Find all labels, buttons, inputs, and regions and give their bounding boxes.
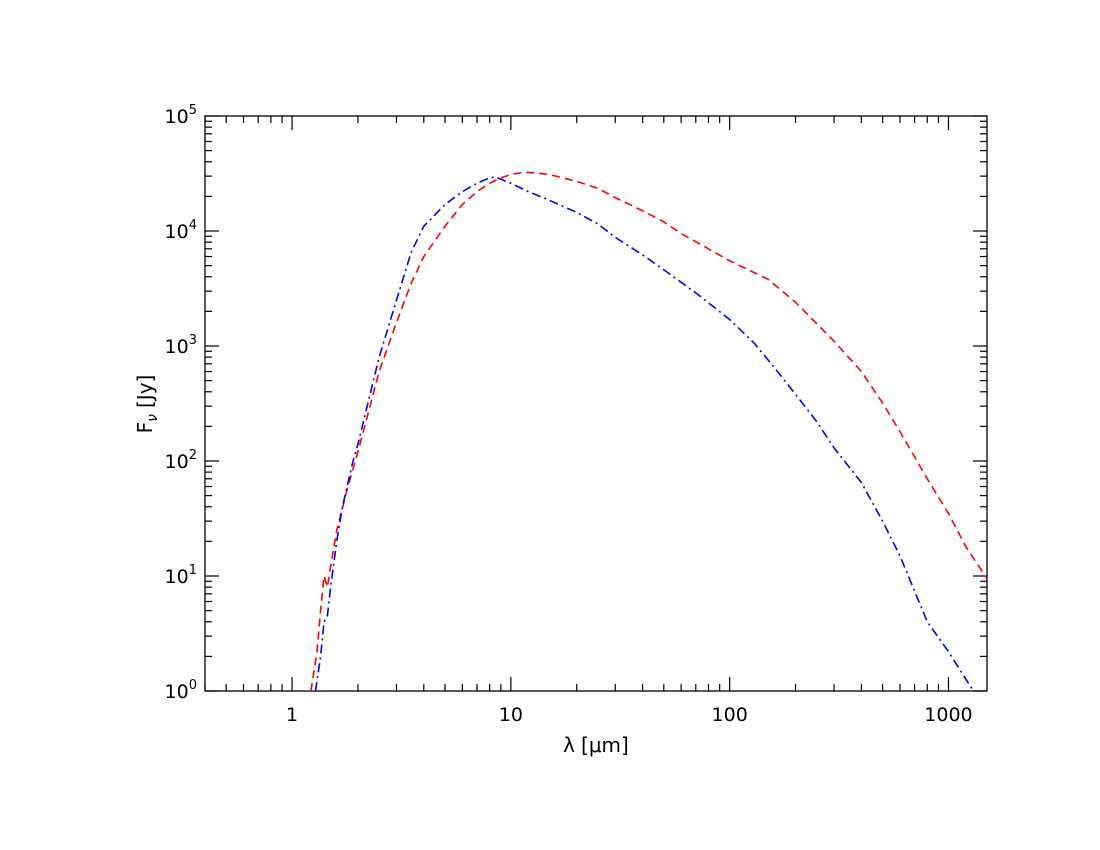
major-ticks (205, 115, 987, 692)
y-tick-exponent: 0 (189, 678, 197, 693)
plot-frame (204, 115, 988, 692)
x-tick-label: 1 (286, 704, 298, 726)
minor-ticks (204, 116, 987, 691)
series-line-blue-dashdot (314, 176, 975, 691)
y-tick-exponent: 2 (189, 448, 197, 463)
y-tick-base: 10 (165, 106, 189, 128)
x-tick-labels: 1 10 100 1000 (286, 704, 973, 726)
y-tick-exponent: 4 (189, 218, 197, 233)
y-tick-exponent: 1 (189, 563, 197, 578)
y-tick-label: 101 (165, 563, 197, 588)
y-tick-base: 10 (165, 336, 189, 358)
y-tick-label: 100 (165, 678, 197, 703)
y-tick-label: 105 (165, 103, 197, 128)
x-tick-label: 100 (712, 704, 748, 726)
y-axis-label: Fν [Jy] (133, 375, 161, 434)
y-tick-base: 10 (165, 566, 189, 588)
y-tick-exponent: 3 (189, 333, 197, 348)
y-axis-symbol: F (133, 422, 157, 434)
y-tick-base: 10 (165, 681, 189, 703)
y-tick-label: 104 (165, 218, 197, 243)
y-tick-base: 10 (165, 451, 189, 473)
x-axis-unit: [μm] (581, 733, 629, 757)
x-axis-symbol: λ (563, 733, 575, 757)
series-layer (310, 171, 987, 691)
y-tick-exponent: 5 (189, 103, 197, 118)
x-axis-label: λ [μm] (563, 733, 629, 757)
y-axis-subscript: ν (145, 414, 161, 422)
y-tick-label: 102 (165, 448, 197, 473)
x-tick-label: 1000 (924, 704, 972, 726)
x-tick-label: 10 (499, 704, 523, 726)
y-axis-unit: [Jy] (133, 375, 157, 408)
y-tick-base: 10 (165, 221, 189, 243)
series-line-red-dashed (310, 171, 987, 691)
y-tick-label: 103 (165, 333, 197, 358)
